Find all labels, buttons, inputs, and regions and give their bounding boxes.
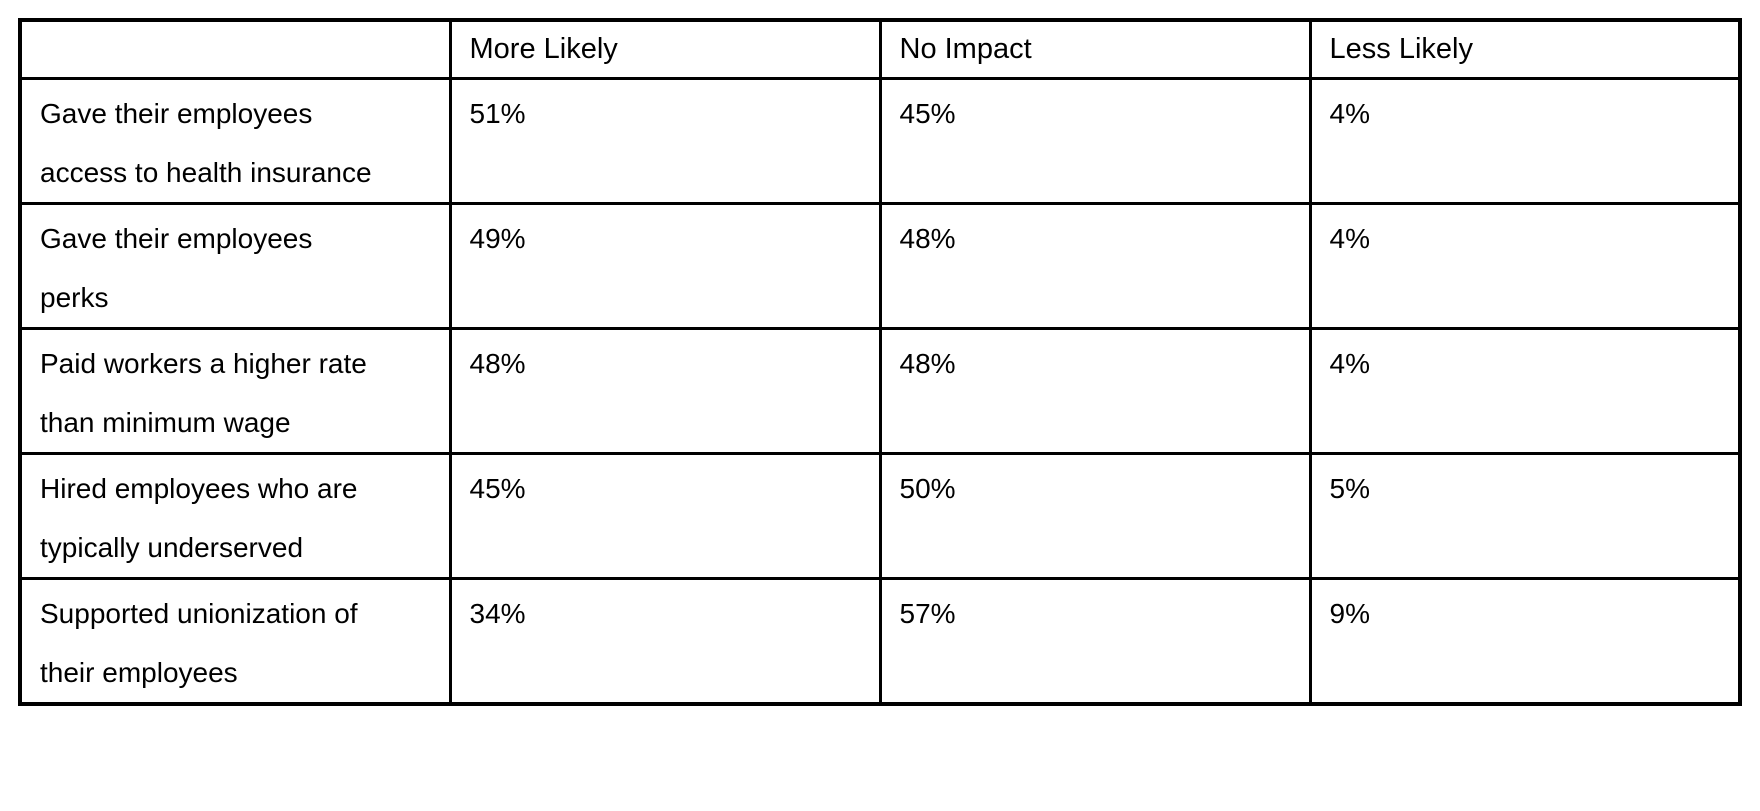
more-likely-cell: 34% [448,576,882,705]
row-label-line-2: than minimum wage [40,406,291,438]
less-likely-value: 4% [1329,222,1370,254]
row-label-line-1: Supported unionization of [40,597,358,629]
less-likely-value: 5% [1329,472,1370,504]
table-row: Gave their employees perks 49% 48% 4% [18,201,1742,330]
no-impact-cell: 50% [878,451,1312,580]
more-likely-value: 51% [469,97,526,129]
table-row: Hired employees who are typically unders… [18,451,1742,580]
column-header-more-likely: More Likely [448,18,882,80]
less-likely-cell: 5% [1308,451,1742,580]
row-label-cell: Paid workers a higher rate than minimum … [18,326,452,455]
more-likely-value: 45% [469,472,526,504]
less-likely-value: 9% [1329,597,1370,629]
row-label-cell: Hired employees who are typically unders… [18,451,452,580]
header-row: More Likely No Impact Less Likely [18,18,1742,80]
less-likely-value: 4% [1329,347,1370,379]
corner-header-empty [18,18,452,80]
table-row: Supported unionization of their employee… [18,576,1742,705]
no-impact-cell: 45% [878,76,1312,205]
column-header-no-impact: No Impact [878,18,1312,80]
less-likely-value: 4% [1329,97,1370,129]
row-label-line-1: Hired employees who are [40,472,358,504]
more-likely-value: 48% [469,347,526,379]
no-impact-cell: 48% [878,326,1312,455]
no-impact-cell: 48% [878,201,1312,330]
no-impact-value: 57% [899,597,956,629]
more-likely-cell: 45% [448,451,882,580]
more-likely-value: 49% [469,222,526,254]
no-impact-value: 45% [899,97,956,129]
row-label-line-2: typically underserved [40,531,304,563]
less-likely-cell: 4% [1308,76,1742,205]
row-label-line-2: perks [40,281,109,313]
no-impact-value: 48% [899,222,956,254]
row-label-line-2: their employees [40,656,238,688]
row-label-line-1: Paid workers a higher rate [40,347,367,379]
table-row: Gave their employees access to health in… [18,76,1742,205]
less-likely-cell: 9% [1308,576,1742,705]
more-likely-cell: 51% [448,76,882,205]
column-header-less-likely: Less Likely [1308,18,1742,80]
no-impact-value: 50% [899,472,956,504]
table-row: Paid workers a higher rate than minimum … [18,326,1742,455]
no-impact-value: 48% [899,347,956,379]
more-likely-value: 34% [469,597,526,629]
row-label-cell: Supported unionization of their employee… [18,576,452,705]
row-label-line-1: Gave their employees [40,97,313,129]
less-likely-cell: 4% [1308,326,1742,455]
more-likely-cell: 48% [448,326,882,455]
row-label-line-1: Gave their employees [40,222,313,254]
no-impact-cell: 57% [878,576,1312,705]
row-label-cell: Gave their employees perks [18,201,452,330]
row-label-line-2: access to health insurance [40,156,372,188]
more-likely-cell: 49% [448,201,882,330]
row-label-cell: Gave their employees access to health in… [18,76,452,205]
impact-table: More Likely No Impact Less Likely Gave t… [18,18,1742,706]
less-likely-cell: 4% [1308,201,1742,330]
